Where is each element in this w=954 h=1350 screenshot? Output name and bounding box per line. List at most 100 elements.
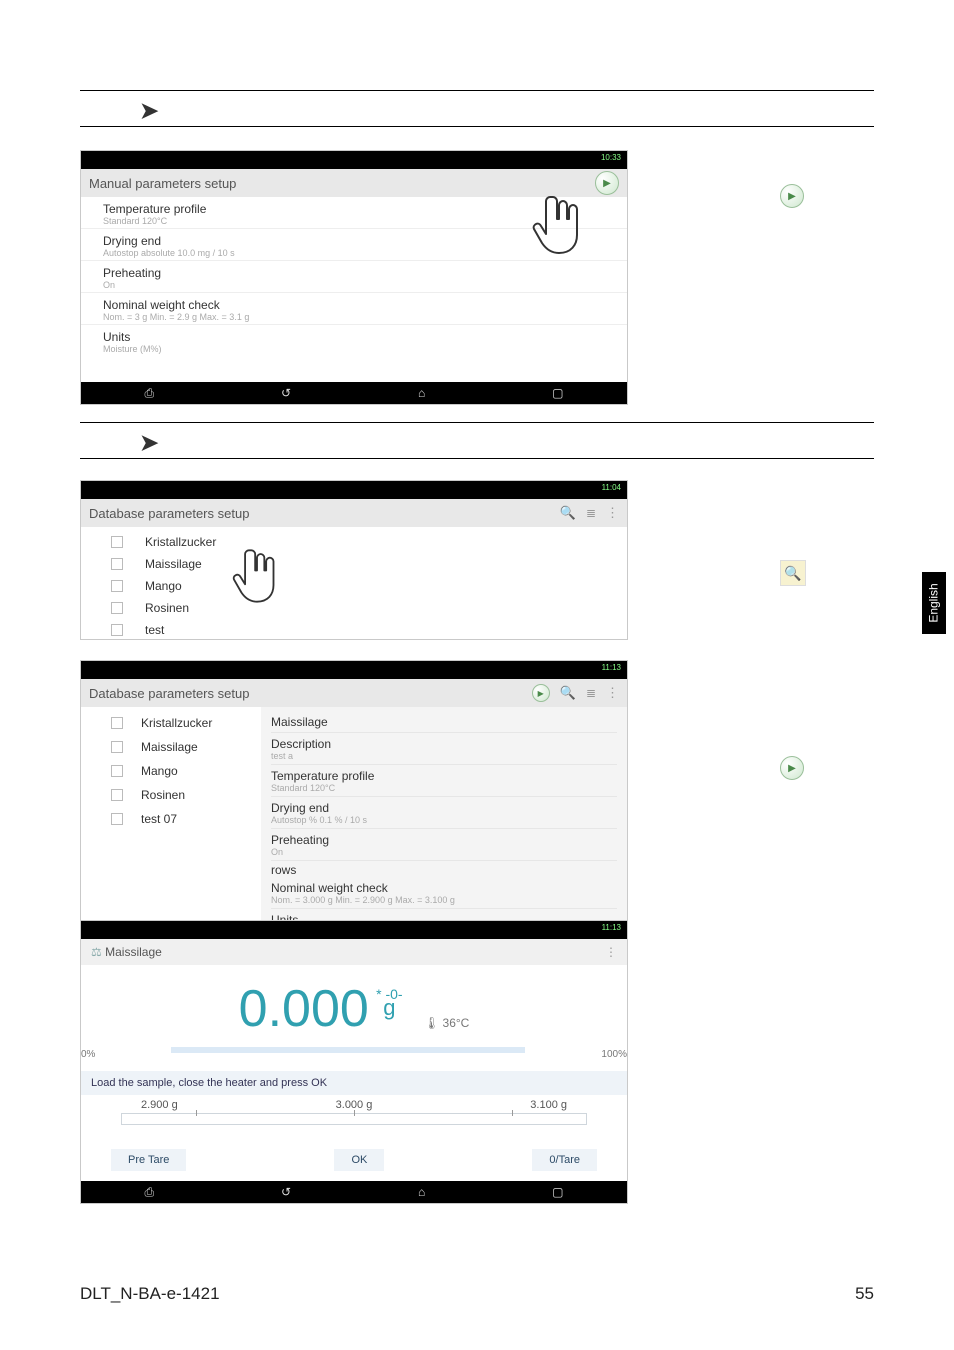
param-sub: Autostop % 0.1 % / 10 s (271, 815, 617, 825)
divider (80, 126, 874, 127)
legend-play-icon: ▶ (780, 184, 804, 208)
list-item[interactable]: Maissilage (111, 553, 627, 575)
param-sub: Standard 120°C (271, 783, 617, 793)
nav-back-icon[interactable]: ↺ (281, 386, 291, 400)
tare-button[interactable]: 0/Tare (532, 1149, 597, 1171)
pretare-button[interactable]: Pre Tare (111, 1149, 186, 1171)
item-label: Maissilage (145, 557, 202, 571)
checkbox[interactable] (111, 741, 123, 753)
pointer-hand-icon (229, 543, 293, 615)
list-item[interactable]: test 07 (111, 807, 261, 831)
weigh-icon: ⚖ (91, 945, 102, 959)
menu-icon[interactable]: ⋮ (606, 505, 619, 521)
sort-icon[interactable]: ≣ (586, 506, 596, 520)
weight-scale-track (121, 1113, 587, 1125)
detail-desc-label: Description (271, 737, 617, 751)
list-item[interactable]: test (111, 619, 627, 641)
param-label: Preheating (103, 266, 613, 280)
search-icon[interactable]: 🔍 (560, 505, 576, 521)
progress-left: 0% (81, 1049, 95, 1060)
status-time: 11:13 (602, 663, 621, 672)
screenshot-measurement: 11:13 ⚖ Maissilage ⋮ 0.000 * -0- g 🌡 36°… (80, 920, 628, 1204)
play-icon: ▶ (595, 171, 619, 195)
param-row[interactable]: Nominal weight check Nom. = 3 g Min. = 2… (81, 293, 627, 325)
status-time: 11:04 (602, 483, 621, 492)
nav-recent-icon[interactable]: ▢ (552, 1185, 563, 1199)
checkbox[interactable] (111, 765, 123, 777)
sort-icon[interactable]: ≣ (586, 686, 596, 700)
item-label: Rosinen (141, 788, 185, 802)
param-label: Drying end (271, 801, 617, 815)
nav-print-icon[interactable]: ⎙ (144, 386, 154, 401)
language-tab: English (922, 572, 946, 634)
item-label: Rosinen (145, 601, 189, 615)
param-row[interactable]: Units Moisture (M%) (81, 325, 627, 382)
start-button[interactable]: ▶ (595, 171, 619, 195)
screenshot-database-detail: 11:13 Database parameters setup ▶ 🔍 ≣ ⋮ … (80, 660, 628, 956)
button-row: Pre Tare OK 0/Tare (81, 1143, 627, 1181)
item-label: Mango (141, 764, 178, 778)
play-icon: ▶ (780, 756, 804, 780)
android-navbar: ⎙ ↺ ⌂ ▢ (81, 1181, 627, 1203)
nav-home-icon[interactable]: ⌂ (418, 386, 425, 400)
reading-unit: * -0- g (376, 979, 402, 1017)
progress-bar: 0% 100% (81, 1045, 627, 1071)
list-item[interactable]: Maissilage (111, 735, 261, 759)
arrow-bullet-icon: ➤ (140, 430, 158, 456)
pointer-hand-icon (529, 189, 593, 261)
play-icon: ▶ (780, 184, 804, 208)
param-label: Nominal weight check (103, 298, 613, 312)
checkbox[interactable] (111, 813, 123, 825)
nav-print-icon[interactable]: ⎙ (144, 1185, 154, 1200)
checkbox[interactable] (111, 602, 123, 614)
list-item[interactable]: Rosinen (111, 783, 261, 807)
checkbox[interactable] (111, 789, 123, 801)
item-label: Mango (145, 579, 182, 593)
footer-page: 55 (855, 1284, 874, 1304)
item-label: Kristallzucker (145, 535, 216, 549)
title-bar: Database parameters setup 🔍 ≣ ⋮ (81, 499, 627, 527)
list-item[interactable]: Kristallzucker (111, 531, 627, 553)
screenshot-manual-params: 10:33 Manual parameters setup ▶ Temperat… (80, 150, 628, 405)
list-item[interactable]: Rosinen (111, 597, 627, 619)
status-bar: 11:13 (81, 921, 627, 939)
status-time: 11:13 (602, 923, 621, 932)
temp-value: 36°C (443, 1016, 470, 1030)
divider (80, 90, 874, 91)
status-time: 10:33 (601, 153, 621, 162)
param-label: Units (103, 330, 613, 344)
divider (80, 422, 874, 423)
item-label: Kristallzucker (141, 716, 212, 730)
ok-button[interactable]: OK (334, 1149, 384, 1171)
list-item[interactable]: Mango (111, 575, 627, 597)
list-item[interactable]: Kristallzucker (111, 711, 261, 735)
list-item[interactable]: Mango (111, 759, 261, 783)
nav-recent-icon[interactable]: ▢ (552, 386, 563, 400)
footer-doc-id: DLT_N-BA-e-1421 (80, 1284, 220, 1304)
progress-right: 100% (601, 1049, 627, 1060)
param-row[interactable]: Preheating On (81, 261, 627, 293)
screenshot-database-list: 11:04 Database parameters setup 🔍 ≣ ⋮ Kr… (80, 480, 628, 640)
menu-icon[interactable]: ⋮ (606, 685, 619, 701)
instruction-text: Load the sample, close the heater and pr… (81, 1071, 627, 1095)
temperature: 🌡 36°C (424, 1016, 469, 1030)
page-footer: DLT_N-BA-e-1421 55 (80, 1284, 874, 1304)
detail-pane: Maissilage Description test a Temperatur… (261, 707, 627, 933)
thermometer-icon: 🌡 (424, 1016, 439, 1030)
nav-back-icon[interactable]: ↺ (281, 1185, 291, 1199)
title-bar: Database parameters setup ▶ 🔍 ≣ ⋮ (81, 679, 627, 707)
legend-search-icon: 🔍 (780, 560, 806, 586)
checkbox[interactable] (111, 717, 123, 729)
checkbox[interactable] (111, 580, 123, 592)
param-sub: Moisture (M%) (103, 344, 613, 354)
menu-icon[interactable]: ⋮ (605, 945, 617, 959)
checkbox[interactable] (111, 558, 123, 570)
page-title: Manual parameters setup (89, 176, 236, 191)
reading: 0.000 * -0- g 🌡 36°C (81, 965, 627, 1045)
checkbox[interactable] (111, 624, 123, 636)
checkbox[interactable] (111, 536, 123, 548)
search-icon[interactable]: 🔍 (560, 685, 576, 701)
play-icon[interactable]: ▶ (532, 684, 550, 702)
title-bar: ⚖ Maissilage ⋮ (81, 939, 627, 965)
nav-home-icon[interactable]: ⌂ (418, 1185, 425, 1199)
